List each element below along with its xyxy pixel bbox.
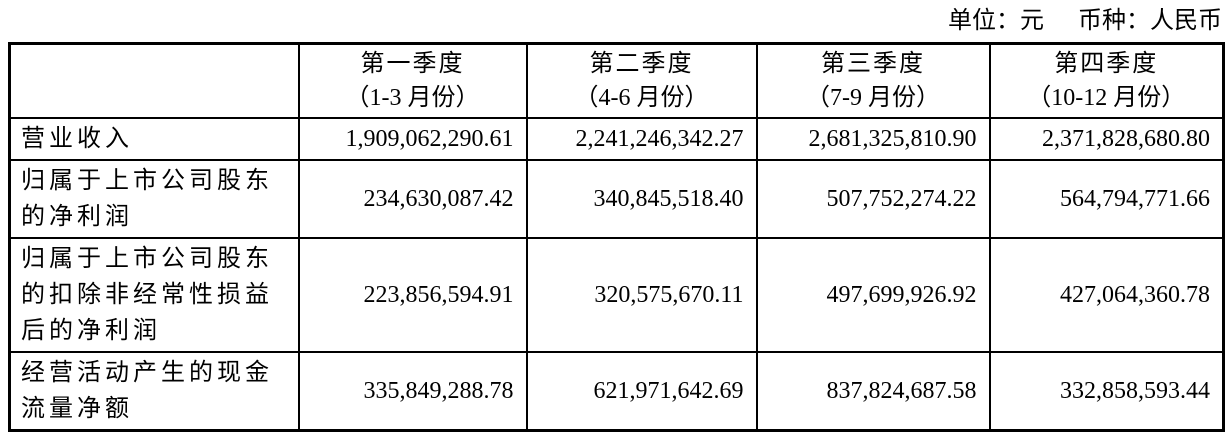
cell-net-profit-excl-q3: 497,699,926.92 [755,237,991,353]
unit-label: 单位：元 [948,8,1044,34]
quarter-1-title: 第一季度 [360,51,465,77]
table-row-net-profit: 归属于上市公司股东的净利润 234,630,087.42 340,845,518… [8,159,1225,239]
cell-net-profit-excl-q1: 223,856,594.91 [297,237,528,353]
cell-operating-cash-flow-q1: 335,849,288.78 [297,351,528,432]
unit-currency-note: 单位：元 币种：人民币 [8,7,1222,35]
table-row-operating-cash-flow: 经营活动产生的现金流量净额 335,849,288.78 621,971,642… [8,351,1225,432]
quarter-2-title: 第二季度 [589,51,694,77]
cell-net-profit-excl-q2: 320,575,670.11 [525,237,758,353]
col-header-quarter-4: 第四季度 （10-12 月份） [988,42,1225,119]
quarter-3-months: （7-9 月份） [806,85,940,111]
table-row-operating-revenue: 营业收入 1,909,062,290.61 2,241,246,342.27 2… [8,117,1225,161]
col-header-quarter-3: 第三季度 （7-9 月份） [755,42,991,119]
quarter-3-title: 第三季度 [821,51,925,77]
corner-cell [8,42,300,119]
cell-operating-cash-flow-q2: 621,971,642.69 [525,351,758,432]
row-label-operating-revenue: 营业收入 [8,117,300,161]
cell-net-profit-excl-q4: 427,064,360.78 [988,237,1225,353]
cell-operating-revenue-q3: 2,681,325,810.90 [755,117,991,161]
cell-operating-cash-flow-q3: 837,824,687.58 [755,351,991,432]
cell-net-profit-q1: 234,630,087.42 [297,159,528,239]
col-header-quarter-1: 第一季度 （1-3 月份） [297,42,528,119]
cell-operating-revenue-q4: 2,371,828,680.80 [988,117,1225,161]
quarter-2-months: （4-6 月份） [574,85,709,111]
currency-label: 币种：人民币 [1078,8,1222,34]
table-row-net-profit-excl-nonrecurring: 归属于上市公司股东的扣除非经常性损益后的净利润 223,856,594.91 3… [8,237,1225,353]
quarter-4-title: 第四季度 [1054,51,1159,77]
cell-net-profit-q3: 507,752,274.22 [755,159,991,239]
quarterly-financials-table: 第一季度 （1-3 月份） 第二季度 （4-6 月份） 第三季度 （7-9 月份… [8,42,1225,432]
quarter-1-months: （1-3 月份） [345,85,480,111]
col-header-quarter-2: 第二季度 （4-6 月份） [525,42,758,119]
financial-report-page: 单位：元 币种：人民币 第一季度 （1-3 月份） 第二季度 （4-6 月份） [8,7,1225,432]
row-label-net-profit: 归属于上市公司股东的净利润 [8,159,300,239]
row-label-operating-cash-flow: 经营活动产生的现金流量净额 [8,351,300,432]
table-header-row: 第一季度 （1-3 月份） 第二季度 （4-6 月份） 第三季度 （7-9 月份… [8,42,1225,119]
cell-operating-revenue-q1: 1,909,062,290.61 [297,117,528,161]
quarter-4-months: （10-12 月份） [1027,85,1186,111]
cell-operating-cash-flow-q4: 332,858,593.44 [988,351,1225,432]
cell-net-profit-q2: 340,845,518.40 [525,159,758,239]
row-label-net-profit-excl-nonrecurring: 归属于上市公司股东的扣除非经常性损益后的净利润 [8,237,300,353]
cell-net-profit-q4: 564,794,771.66 [988,159,1225,239]
cell-operating-revenue-q2: 2,241,246,342.27 [525,117,758,161]
